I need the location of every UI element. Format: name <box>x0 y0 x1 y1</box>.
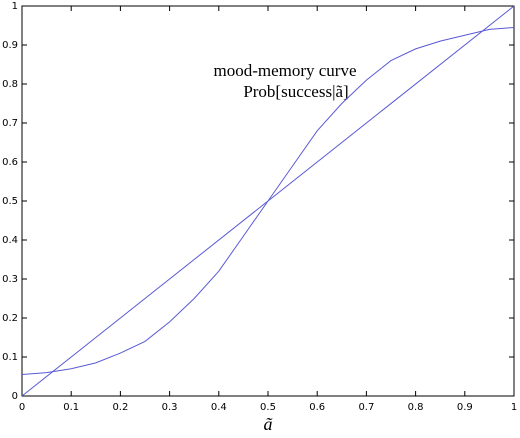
x-tick-label: 1 <box>511 402 517 413</box>
y-tick-label: 0.9 <box>2 40 18 51</box>
x-tick-label: 0 <box>19 402 25 413</box>
x-tick-label: 0.1 <box>63 402 79 413</box>
x-tick-label: 0.8 <box>408 402 424 413</box>
y-tick-label: 1 <box>12 1 18 12</box>
x-axis-label: ã <box>264 414 273 434</box>
y-tick-label: 0.2 <box>2 313 18 324</box>
annotation: mood-memory curve <box>213 61 356 80</box>
y-tick-label: 0.8 <box>2 79 18 90</box>
x-tick-label: 0.4 <box>211 402 227 413</box>
y-tick-label: 0.7 <box>2 118 18 129</box>
series-line <box>21 26 515 376</box>
y-tick-label: 0.6 <box>2 157 18 168</box>
x-tick-label: 0.5 <box>260 402 276 413</box>
x-tick-label: 0.3 <box>162 402 178 413</box>
y-tick-label: 0 <box>12 391 18 402</box>
y-tick-label: 0.5 <box>2 196 18 207</box>
x-tick-label: 0.2 <box>112 402 128 413</box>
x-tick-label: 0.9 <box>457 402 473 413</box>
x-tick-label: 0.6 <box>309 402 325 413</box>
y-tick-label: 0.3 <box>2 274 18 285</box>
x-tick-label: 0.7 <box>358 402 374 413</box>
y-tick-label: 0.4 <box>2 235 18 246</box>
annotation: Prob[success|ã] <box>243 82 348 101</box>
y-tick-label: 0.1 <box>2 352 18 363</box>
